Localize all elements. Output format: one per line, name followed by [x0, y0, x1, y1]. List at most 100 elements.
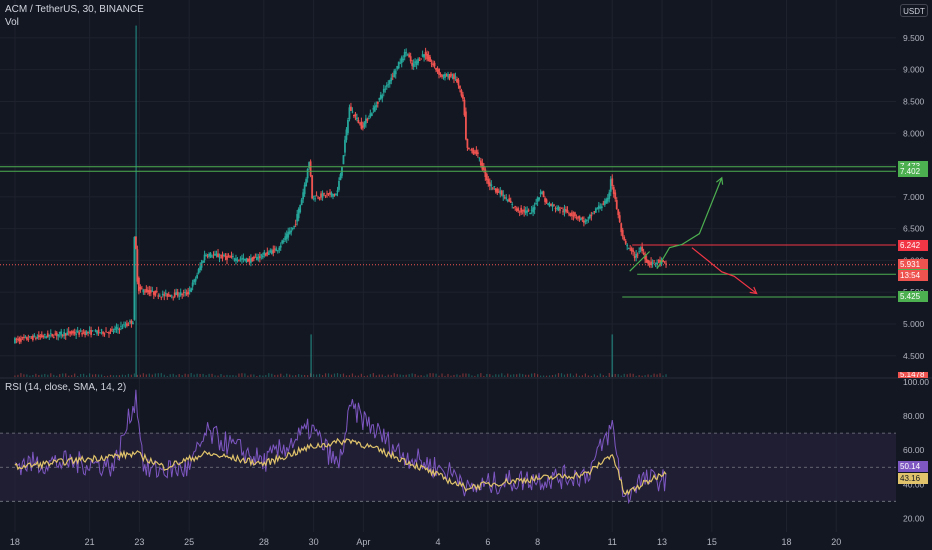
candle-body: [51, 333, 54, 337]
candle-body: [445, 75, 448, 77]
candle-body: [565, 209, 567, 211]
volume-bar: [274, 374, 276, 377]
volume-bar: [399, 374, 401, 377]
candle-body: [624, 240, 627, 244]
candle-body: [66, 332, 69, 336]
candle-body: [375, 104, 378, 108]
volume-bar: [390, 375, 392, 377]
volume-bar: [438, 375, 440, 377]
candle-body: [112, 330, 115, 332]
volume-bar: [277, 374, 279, 377]
volume-bar: [259, 374, 261, 377]
volume-bar: [656, 374, 658, 377]
candle-body: [575, 217, 578, 219]
volume-bar: [492, 375, 494, 377]
candle-body: [356, 117, 358, 120]
volume-bar: [578, 375, 581, 377]
candle-body: [109, 330, 112, 332]
volume-bar: [366, 375, 368, 377]
candle-body: [577, 217, 579, 219]
candle-body: [118, 329, 121, 330]
candle-body: [72, 331, 75, 333]
volume-bar: [318, 373, 321, 377]
candle-body: [599, 206, 602, 208]
candle-body: [48, 334, 51, 336]
volume-bar: [53, 374, 55, 377]
candle-body: [258, 256, 261, 258]
candle-body: [281, 240, 284, 244]
candle-body: [584, 220, 587, 223]
volume-spike: [611, 334, 614, 377]
volume-bar: [360, 373, 362, 377]
candle-body: [129, 320, 131, 322]
candle-body: [111, 329, 113, 331]
volume-bar: [35, 373, 37, 377]
candle-body: [487, 178, 490, 185]
volume-bar: [581, 375, 583, 377]
candle-body: [236, 259, 239, 261]
candle-body: [612, 187, 615, 194]
candle-body: [188, 289, 191, 291]
candle-body: [169, 294, 172, 297]
candle-body: [136, 249, 139, 282]
candle-body: [379, 94, 382, 100]
candle-body: [603, 200, 606, 205]
candle-body: [363, 122, 366, 127]
volume-bar: [441, 373, 443, 377]
candle-body: [287, 231, 290, 238]
candle-body: [276, 250, 279, 252]
time-axis-tick: 23: [134, 537, 144, 547]
volume-bar: [384, 375, 386, 377]
candle-body: [493, 186, 496, 187]
candle-body: [90, 330, 92, 335]
symbol-title[interactable]: ACM / TetherUS, 30, BINANCE: [5, 4, 144, 15]
candle-body: [30, 337, 33, 339]
candle-body: [438, 68, 440, 75]
candle-body: [660, 260, 663, 265]
candle-body: [357, 120, 360, 124]
volume-bar: [632, 373, 634, 377]
candle-body: [400, 57, 403, 63]
candle-body: [650, 261, 652, 265]
candle-body: [614, 192, 617, 199]
time-axis-tick: 25: [184, 537, 194, 547]
candle-body: [563, 209, 566, 213]
candle-body: [593, 211, 596, 213]
currency-button[interactable]: USDT: [900, 4, 928, 17]
candle-body: [21, 337, 24, 339]
candle-body: [484, 169, 487, 178]
candle-body: [272, 249, 275, 254]
volume-bar: [369, 374, 371, 377]
candle-body: [212, 254, 215, 256]
volume-bar: [408, 374, 410, 377]
candle-body: [33, 335, 36, 337]
volume-bar: [178, 374, 180, 377]
candle-body: [647, 260, 650, 264]
time-axis-tick: 8: [535, 537, 540, 547]
candle-body: [369, 113, 372, 117]
candle-body: [421, 54, 424, 57]
candle-body: [485, 174, 488, 181]
volume-bar: [417, 375, 419, 377]
candle-body: [308, 162, 311, 168]
volume-bar: [327, 373, 330, 377]
volume-bar: [381, 374, 383, 377]
candle-body: [173, 292, 176, 297]
candle-body: [178, 295, 181, 297]
candle-body: [218, 257, 221, 259]
volume-bar: [522, 374, 524, 377]
volume-bar: [572, 375, 575, 377]
candle-body: [439, 74, 442, 75]
candle-body: [22, 337, 25, 339]
candle-body: [572, 215, 575, 217]
rsi-legend[interactable]: RSI (14, close, SMA, 14, 2): [5, 382, 127, 393]
candle-body: [596, 208, 599, 210]
volume-bar: [462, 373, 464, 377]
volume-bar: [617, 374, 619, 377]
candle-body: [335, 193, 337, 196]
candle-body: [261, 255, 264, 258]
candle-body: [27, 338, 30, 340]
candle-body: [632, 250, 635, 252]
candle-body: [45, 336, 48, 339]
